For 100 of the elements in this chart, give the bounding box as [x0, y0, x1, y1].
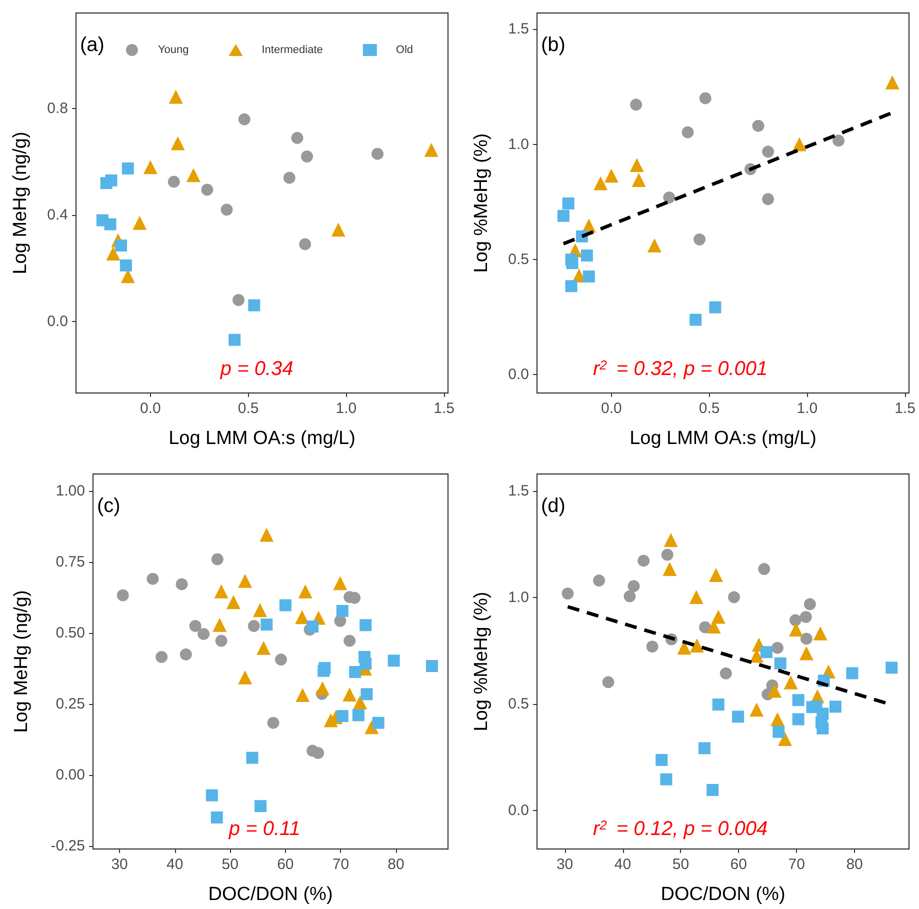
point [829, 700, 842, 713]
y-axis-title: Log %MeHg (%) [471, 133, 492, 273]
point [120, 259, 132, 272]
point [228, 334, 241, 346]
point [291, 132, 304, 144]
point [220, 204, 233, 216]
y-tick-label: 0.25 [56, 696, 85, 713]
annotation: (a) [80, 34, 104, 56]
point [758, 563, 770, 576]
point [792, 137, 806, 152]
point [565, 280, 578, 292]
point [562, 197, 574, 210]
point [712, 698, 724, 711]
point [816, 722, 829, 734]
legend-label: Intermediate [262, 44, 323, 56]
point [632, 172, 646, 187]
y-tick-label: 0.0 [47, 312, 68, 330]
x-tick-label: 40 [166, 856, 184, 873]
point [275, 654, 288, 666]
point [143, 160, 158, 174]
point [106, 246, 120, 260]
point [799, 646, 814, 660]
point [804, 598, 816, 610]
point [146, 572, 159, 585]
y-axis-title: Log %MeHg (%) [471, 592, 492, 732]
point [604, 168, 618, 183]
x-tick-label: 80 [846, 856, 863, 873]
point [709, 568, 724, 582]
point [331, 222, 346, 237]
point [210, 811, 223, 824]
point [594, 176, 608, 190]
y-tick-label: 0.50 [56, 624, 85, 642]
point [295, 610, 310, 624]
point [800, 632, 812, 645]
point [238, 113, 250, 126]
point [682, 126, 694, 138]
point [168, 90, 183, 104]
point [116, 589, 129, 602]
point [662, 562, 677, 576]
point [706, 620, 721, 634]
legend-label: Young [158, 44, 189, 56]
point [105, 174, 118, 186]
point [252, 603, 267, 618]
point [352, 709, 364, 722]
point [214, 584, 228, 598]
point [562, 588, 574, 600]
point [638, 554, 650, 567]
x-tick-label: 1.0 [796, 400, 818, 417]
point [201, 184, 214, 196]
point [226, 595, 240, 610]
point [301, 150, 314, 162]
point [170, 136, 185, 150]
point [789, 614, 802, 626]
point [663, 191, 676, 204]
y-tick-label: 1.5 [508, 482, 529, 500]
point [792, 694, 804, 706]
y-tick-label: 1.0 [508, 136, 529, 153]
x-tick-label: 0.0 [140, 400, 161, 417]
point [656, 754, 668, 766]
point [661, 548, 674, 561]
x-tick-label: 50 [672, 856, 690, 873]
point [789, 622, 804, 637]
point [246, 752, 258, 764]
x-axis-title: Log LMM OA:s (mg/L) [168, 428, 356, 449]
annotation: p = 0.11 [228, 818, 300, 840]
point [298, 584, 312, 598]
point [760, 646, 772, 658]
y-tick-label: 0.5 [508, 696, 529, 713]
point [315, 681, 330, 696]
y-tick-label: 0.8 [47, 100, 68, 118]
point [709, 301, 722, 314]
point [699, 621, 712, 634]
point [752, 120, 764, 132]
y-axis-title: Log MeHg (ng/g) [11, 590, 32, 733]
point [846, 667, 858, 680]
point [750, 702, 764, 717]
point [762, 193, 774, 206]
x-tick-label: 60 [277, 856, 294, 873]
point [660, 773, 672, 786]
point [624, 590, 636, 602]
point [774, 657, 786, 670]
x-tick-label: 30 [111, 856, 128, 873]
point [267, 716, 280, 729]
y-tick-label: 0.00 [56, 766, 85, 784]
point [238, 574, 252, 588]
point [349, 666, 362, 678]
point [132, 216, 147, 230]
point [732, 710, 744, 723]
point [312, 746, 324, 759]
point [566, 257, 578, 270]
point [424, 142, 438, 157]
point [344, 634, 356, 647]
point [122, 162, 134, 174]
point [296, 688, 310, 702]
y-tick-label: 0.0 [508, 802, 529, 820]
x-tick-label: 60 [730, 856, 747, 873]
y-tick-label: -0.25 [50, 838, 85, 855]
point [353, 695, 368, 710]
point [832, 134, 845, 147]
point [886, 662, 898, 674]
